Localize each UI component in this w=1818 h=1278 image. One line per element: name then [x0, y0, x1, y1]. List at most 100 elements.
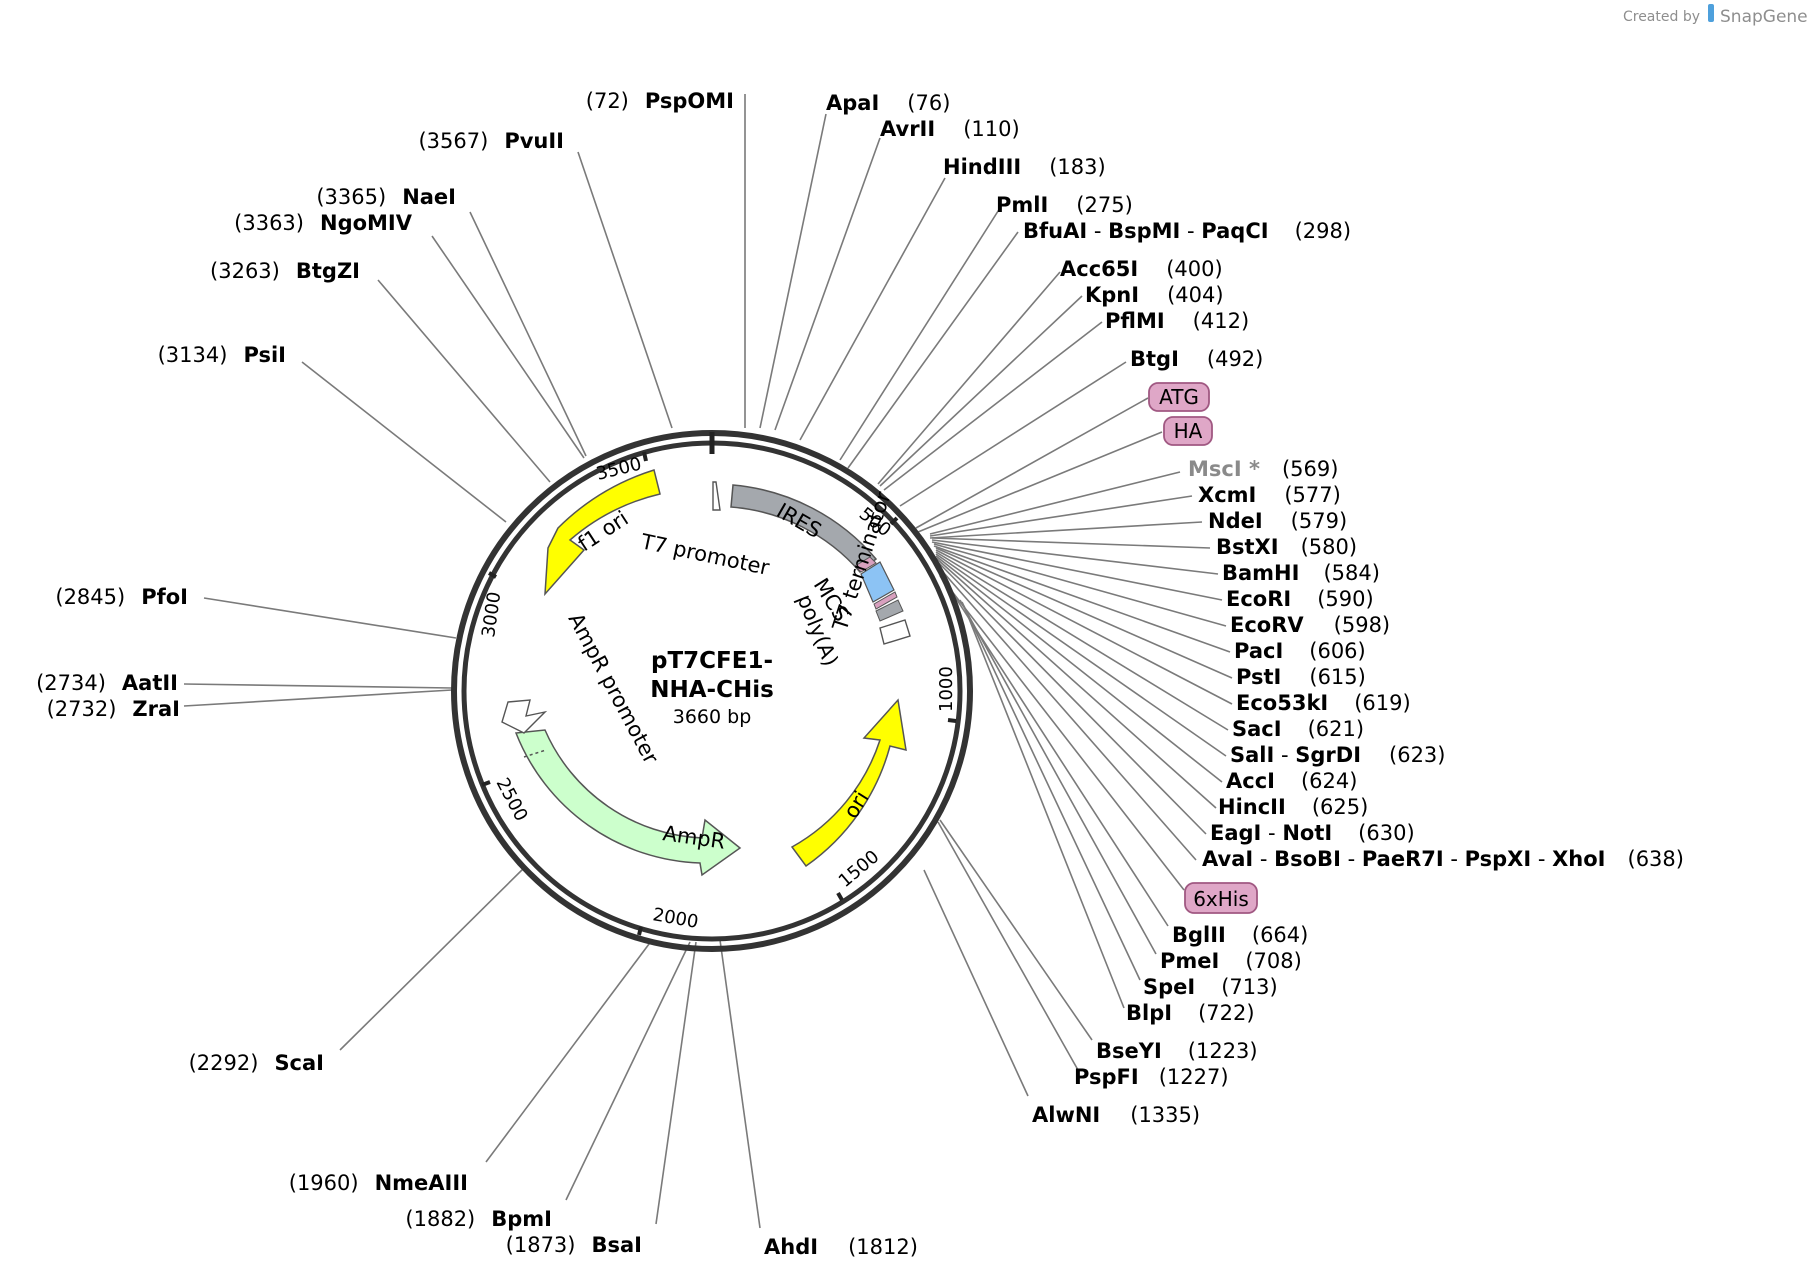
- tick-1000: [947, 718, 957, 723]
- plasmid-name-line1: pT7CFE1-: [651, 648, 773, 674]
- t7-promoter-feature: [712, 481, 721, 511]
- leader-aatii: [183, 683, 453, 689]
- leader-atg: [915, 397, 1149, 529]
- leader-psti: [935, 547, 1233, 679]
- site-bseyi: BseYI (1223): [1096, 1039, 1258, 1063]
- atg-ha-marker: [854, 556, 877, 573]
- site-eco53ki: Eco53kI (619): [1236, 691, 1411, 715]
- site-psii: (3134) PsiI: [158, 343, 286, 367]
- leader-nmeaiii: [485, 939, 653, 1163]
- leader-msci: [929, 471, 1181, 535]
- leader-his: [939, 575, 1185, 891]
- site-bamhi: BamHI (584): [1222, 561, 1380, 585]
- tick-label-1500: 1500: [835, 846, 884, 892]
- ori-feature: [790, 698, 907, 868]
- leader-ndei: [929, 521, 1203, 539]
- polya-feature: [875, 599, 904, 622]
- credit-brand: SnapGene: [1720, 7, 1808, 27]
- leader-scai: [339, 865, 527, 1051]
- leader-ngomiv: [431, 235, 585, 459]
- site-pvuii: (3567) PvuII: [418, 129, 564, 153]
- site-acci: AccI (624): [1226, 769, 1357, 793]
- tick-500: [889, 516, 899, 526]
- ha-tag-box: [1163, 416, 1213, 446]
- snapgene-credit: Created by SnapGene: [1623, 4, 1808, 27]
- atg-tag-box: [1148, 382, 1210, 412]
- leader-pvuii: [577, 151, 673, 429]
- leader-alwni: [923, 869, 1029, 1097]
- site-nmeaiii: (1960) NmeAIII: [289, 1171, 468, 1195]
- leader-pflmi: [883, 321, 1103, 491]
- site-kpni: KpnI (404): [1085, 283, 1224, 307]
- leader-ecori: [931, 541, 1223, 601]
- leader-saci: [935, 551, 1229, 731]
- site-pmei: PmeI (708): [1160, 949, 1302, 973]
- leader-zrai: [183, 689, 453, 707]
- leader-sali: [935, 553, 1227, 757]
- site-labels-left: (72) PspOMI (3567) PvuII (3365) NaeI (3363)…: [36, 89, 734, 1257]
- site-labels-right: ApaI (76) AvrII (110) HindIII (183) PmlI (27…: [764, 91, 1684, 1259]
- site-bpmi: (1882) BpmI: [405, 1207, 552, 1231]
- plasmid-size: 3660 bp: [673, 706, 752, 728]
- site-avai: AvaI - BsoBI - PaeR7I - PspXI - XhoI (638…: [1202, 847, 1684, 871]
- site-hincii: HincII (625): [1218, 795, 1368, 819]
- leader-bglii: [947, 585, 1169, 927]
- ampr-promoter-overlap: [523, 749, 547, 758]
- leader-bstxi: [931, 537, 1211, 549]
- t7-promoter-label: T7 promoter: [638, 529, 772, 580]
- site-apai: ApaI (76): [826, 91, 950, 115]
- leader-acc65i: [877, 271, 1061, 485]
- leader-btgi: [899, 361, 1127, 507]
- leader-bseyi: [939, 819, 1093, 1041]
- his-marker: [873, 591, 898, 610]
- leader-eagi: [935, 559, 1207, 835]
- leader-eco53ki: [935, 549, 1233, 705]
- site-avrii: AvrII (110): [880, 117, 1020, 141]
- site-pmli: PmlI (275): [996, 193, 1133, 217]
- atg-tag: ATG: [1159, 385, 1199, 409]
- site-xcmi: XcmI (577): [1198, 483, 1341, 507]
- leader-pmli: [839, 207, 1001, 461]
- site-pfoi: (2845) PfoI: [55, 585, 188, 609]
- plasmid-name-line2: NHA-CHis: [650, 677, 774, 703]
- site-ecori: EcoRI (590): [1226, 587, 1374, 611]
- leader-xcmi: [929, 495, 1193, 537]
- site-spei: SpeI (713): [1143, 975, 1278, 999]
- tick-label-2000: 2000: [651, 904, 700, 933]
- leader-apai: [759, 113, 827, 429]
- tick-1500: [836, 892, 844, 901]
- tick-3000: [488, 571, 497, 579]
- leader-hincii: [935, 557, 1217, 809]
- site-psti: PstI (615): [1236, 665, 1366, 689]
- ha-tag: HA: [1174, 419, 1203, 443]
- site-eagi: EagI - NotI (630): [1210, 821, 1415, 845]
- plasmid-title: pT7CFE1- NHA-CHis 3660 bp: [650, 648, 774, 728]
- leader-acci: [935, 555, 1223, 783]
- plasmid-backbone: [451, 430, 973, 952]
- leader-spei: [961, 601, 1141, 981]
- leader-avai: [935, 563, 1197, 861]
- site-btgzi: (3263) BtgZI: [210, 259, 360, 283]
- leader-bpmi: [565, 941, 691, 1201]
- leader-hindiii: [799, 177, 946, 441]
- site-btgi: BtgI (492): [1130, 347, 1263, 371]
- site-hindiii: HindIII (183): [943, 155, 1106, 179]
- mcs-feature: [860, 561, 895, 603]
- ampr-promoter-label: AmpR promoter: [564, 609, 664, 768]
- ampr-promoter-feature: [501, 699, 548, 734]
- leader-ecorv: [933, 543, 1227, 627]
- leader-pspfi: [937, 821, 1079, 1071]
- leader-avrii: [774, 137, 881, 431]
- site-bsai: (1873) BsaI: [506, 1233, 642, 1257]
- leader-btgzi: [377, 279, 551, 483]
- leader-ahdi: [719, 939, 761, 1229]
- snapgene-logo-icon: [1708, 4, 1714, 22]
- site-pspfi: PspFI (1227): [1074, 1065, 1229, 1089]
- site-saci: SacI (621): [1232, 717, 1364, 741]
- leader-kpni: [879, 295, 1083, 487]
- site-aatii: (2734) AatII: [36, 671, 178, 695]
- site-ahdi: AhdI (1812): [764, 1235, 918, 1259]
- tick-2500: [481, 780, 491, 787]
- site-pspomi: (72) PspOMI: [586, 89, 734, 113]
